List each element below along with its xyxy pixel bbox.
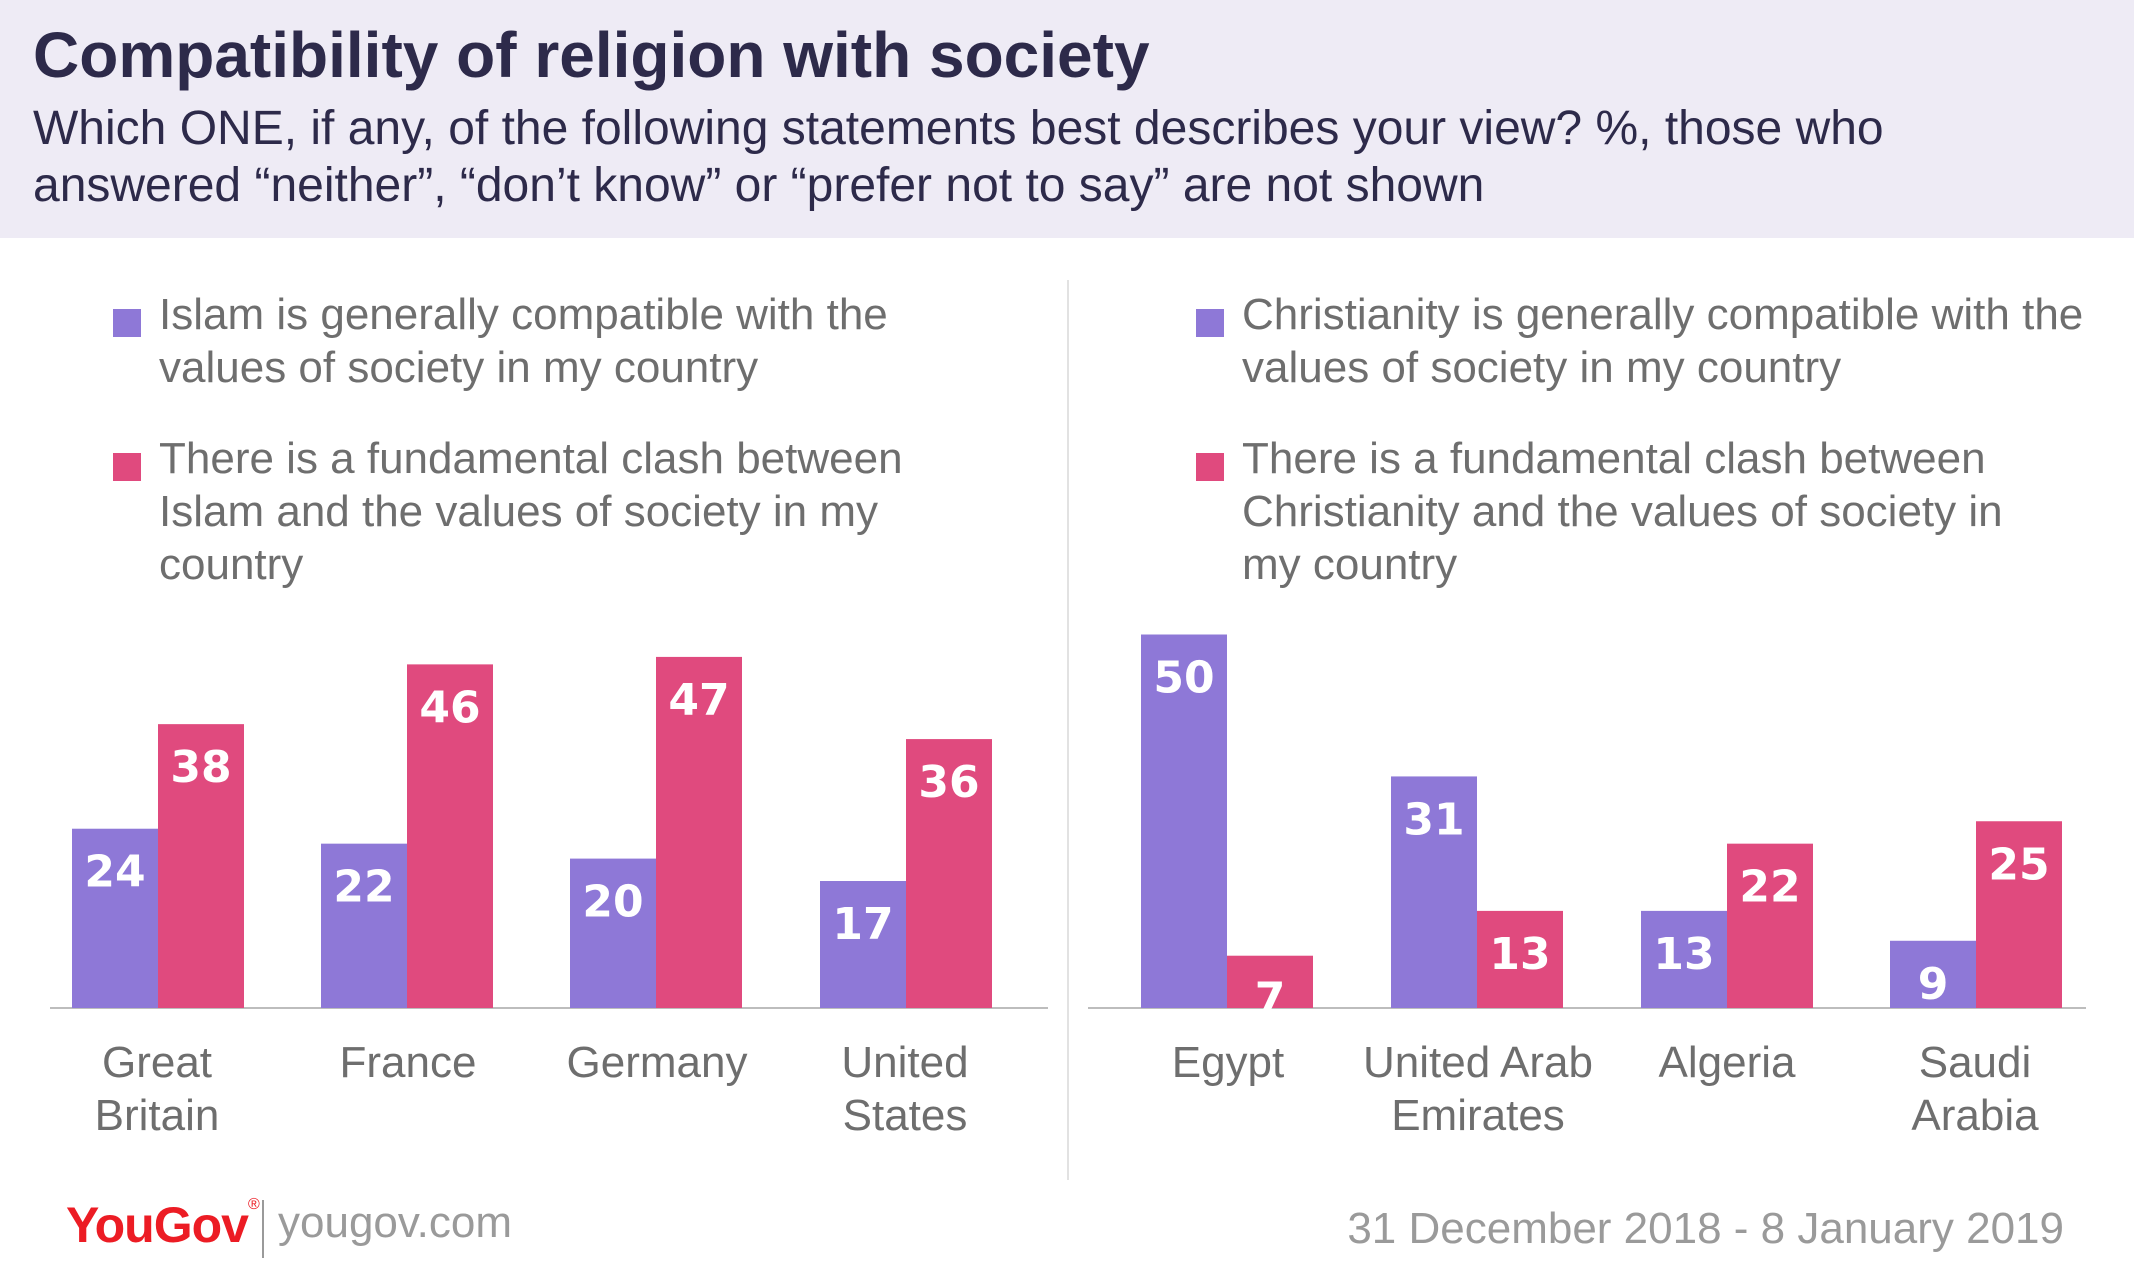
chart-title: Compatibility of religion with society [33, 19, 1150, 91]
bar-compatible [321, 843, 407, 1008]
legend-swatch-compatible [1196, 309, 1224, 337]
category-label: Saudi Arabia [1911, 1038, 2039, 1140]
bar-compatible [1890, 940, 1976, 1008]
category-label: Egypt [1172, 1038, 1285, 1087]
bar-clash [1227, 955, 1313, 1008]
bar-clash [1976, 821, 2062, 1008]
bar-compatible [570, 858, 656, 1008]
legend-label-islam-clash: There is a fundamental clash between Isl… [159, 434, 903, 589]
bar-compatible [1391, 776, 1477, 1008]
legend-label-islam-compatible: Islam is generally compatible with the v… [159, 290, 888, 392]
bar-clash [656, 656, 742, 1008]
data-label: 46 [419, 682, 480, 733]
bar-clash [407, 664, 493, 1008]
data-label: 22 [1739, 862, 1800, 913]
logo-trademark-icon: ® [247, 1196, 260, 1213]
legend-label-christianity-compatible: Christianity is generally compatible wit… [1242, 290, 2084, 392]
footer-separator [262, 1200, 264, 1258]
data-label: 47 [668, 675, 729, 726]
bar-compatible [72, 828, 158, 1008]
legend-swatch-clash [1196, 453, 1224, 481]
data-label: 31 [1403, 794, 1464, 845]
data-label: 24 [84, 847, 145, 898]
data-label: 9 [1918, 959, 1949, 1010]
bar-clash [906, 739, 992, 1008]
category-label: Germany [567, 1038, 748, 1087]
data-label: 13 [1653, 929, 1714, 980]
chart-panel-2: 50 7 Egypt 31 13 United Arab Emirates 13 22 Alger… [1088, 634, 2086, 1140]
bar-clash [158, 724, 244, 1008]
bar-compatible [1641, 910, 1727, 1008]
data-label: 36 [918, 757, 979, 808]
data-label: 20 [582, 877, 643, 928]
panel-divider [1067, 280, 1069, 1180]
chart-subtitle: Which ONE, if any, of the following stat… [33, 102, 1884, 212]
legend-swatch-clash [113, 453, 141, 481]
bar-clash [1477, 910, 1563, 1008]
yougov-logo: YouGov® [66, 1196, 260, 1254]
footer-website: yougov.com [278, 1198, 512, 1247]
category-label: Algeria [1659, 1038, 1796, 1087]
category-label: United Arab Emirates [1363, 1038, 1593, 1140]
category-label: United States [841, 1038, 968, 1140]
data-label: 7 [1255, 974, 1286, 1025]
chart-panel-1: 24 38 Great Britain 22 46 France 20 47 Germany 17 3… [50, 656, 1048, 1140]
footer-date: 31 December 2018 - 8 January 2019 [1347, 1204, 2064, 1253]
header-band: Compatibility of religion with society W… [0, 0, 2134, 238]
data-label: 17 [832, 899, 893, 950]
data-label: 50 [1153, 653, 1214, 704]
data-label: 22 [333, 862, 394, 913]
data-label: 13 [1489, 929, 1550, 980]
legend-label-christianity-clash: There is a fundamental clash between Chr… [1242, 434, 2003, 589]
bar-compatible [820, 881, 906, 1008]
data-label: 38 [170, 742, 231, 793]
bar-compatible [1141, 634, 1227, 1008]
category-label: France [340, 1038, 477, 1087]
legend-swatch-compatible [113, 309, 141, 337]
category-label: Great Britain [95, 1038, 220, 1140]
data-label: 25 [1988, 839, 2049, 890]
logo-text: YouGov [66, 1197, 249, 1253]
bar-clash [1727, 843, 1813, 1008]
